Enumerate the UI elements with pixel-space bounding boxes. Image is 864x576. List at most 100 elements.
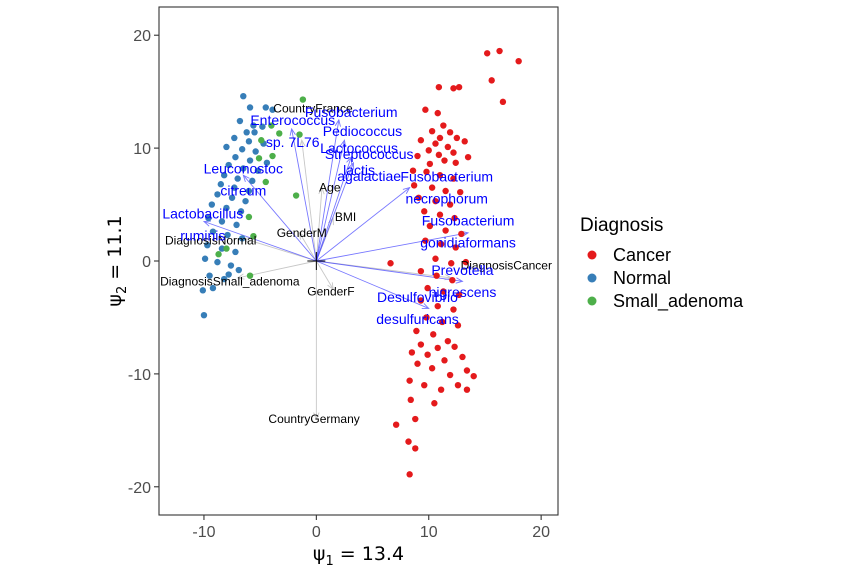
data-point-normal — [217, 181, 225, 188]
taxa-label-line: Leuconostoc — [204, 160, 283, 176]
data-point-normal — [246, 157, 254, 164]
data-point-normal — [223, 204, 230, 212]
data-point-normal — [206, 272, 213, 279]
y-tick-label: 0 — [142, 254, 151, 271]
y-tick-label: -20 — [128, 480, 151, 497]
data-point-normal — [232, 153, 239, 161]
taxa-arrow — [315, 156, 353, 262]
data-point-cancer — [412, 445, 419, 452]
data-point-cancer — [455, 291, 463, 299]
variable-arrow-line — [243, 237, 317, 262]
data-point-normal — [242, 197, 249, 205]
data-point-cancer — [470, 372, 477, 380]
data-point-small_adenoma — [292, 192, 300, 199]
data-point-normal — [218, 218, 226, 225]
data-point-normal — [238, 146, 246, 153]
legend-key-cancer — [587, 250, 597, 260]
data-point-cancer — [446, 371, 454, 379]
series-normal — [199, 92, 276, 319]
taxa-arrow-line — [316, 232, 469, 262]
taxa-arrow — [289, 127, 317, 262]
data-point-cancer — [422, 237, 429, 244]
sample-points — [199, 47, 522, 478]
data-point-cancer — [451, 214, 458, 222]
y-tick-label: 20 — [133, 28, 151, 45]
data-point-normal — [252, 148, 259, 155]
data-point-normal — [218, 245, 226, 252]
taxa-label-line: sp. 7L76 — [266, 134, 320, 150]
data-point-cancer — [436, 211, 444, 218]
taxa-arrow — [316, 260, 430, 309]
data-point-cancer — [405, 438, 412, 445]
data-point-cancer — [440, 122, 447, 129]
data-point-cancer — [446, 129, 454, 136]
data-point-cancer — [453, 134, 461, 142]
data-point-cancer — [455, 83, 463, 91]
data-point-cancer — [451, 343, 458, 350]
data-point-normal — [200, 311, 208, 319]
variable-arrow — [313, 261, 320, 421]
data-point-cancer — [414, 360, 421, 367]
data-point-normal — [214, 258, 221, 266]
series-cancer — [387, 47, 522, 478]
x-axis: -10 0 10 20 — [192, 515, 550, 541]
taxa-arrow-head — [339, 139, 347, 148]
data-point-cancer — [450, 85, 457, 92]
taxa-label-line: necrophorum — [405, 190, 488, 206]
taxa-arrow — [315, 161, 355, 262]
taxa-label-line: Prevotella — [431, 262, 493, 278]
variable-label: Age — [319, 181, 341, 195]
data-point-normal — [243, 129, 250, 136]
taxa-arrow-head — [421, 303, 430, 309]
taxa-arrow-line — [203, 221, 317, 262]
taxa-label-line: Lactococcus — [320, 140, 398, 156]
taxa-arrow-head — [402, 186, 411, 194]
data-point-normal — [223, 143, 230, 151]
variable-arrow-line — [315, 260, 334, 290]
data-point-normal — [240, 92, 247, 100]
legend-label-small_adenoma: Small_adenoma — [613, 291, 744, 312]
x-tick-label: 20 — [532, 524, 550, 541]
data-point-cancer — [415, 194, 422, 201]
data-point-cancer — [434, 109, 441, 117]
data-point-cancer — [461, 138, 468, 145]
taxa-label-line: lactis — [343, 162, 375, 178]
data-point-cancer — [444, 337, 452, 345]
data-point-normal — [237, 208, 245, 215]
taxa-arrow — [315, 139, 347, 262]
variable-arrow-head — [299, 139, 306, 148]
data-point-cancer — [437, 240, 445, 248]
data-point-normal — [220, 275, 228, 283]
data-point-cancer — [428, 365, 436, 372]
data-point-cancer — [442, 227, 449, 234]
data-point-cancer — [409, 167, 417, 174]
variable-label: GenderM — [277, 226, 327, 240]
legend: Diagnosis Cancer Normal Small_adenoma — [580, 215, 744, 312]
data-point-cancer — [452, 159, 459, 166]
variable-arrow-line — [301, 140, 317, 262]
data-point-normal — [233, 221, 240, 229]
data-point-cancer — [452, 244, 459, 251]
data-point-cancer — [406, 471, 413, 478]
data-point-cancer — [448, 260, 455, 267]
taxa-label-line: Pediococcus — [323, 123, 402, 139]
taxa-arrow — [316, 186, 411, 262]
taxa-label-line: citreum — [220, 182, 266, 198]
data-point-cancer — [432, 255, 439, 262]
data-point-small_adenoma — [262, 178, 269, 186]
variable-label: BMI — [335, 210, 356, 224]
taxa-label-line: Streptococcus — [325, 146, 414, 162]
data-point-cancer — [431, 400, 438, 407]
variable-arrow — [315, 186, 325, 262]
taxa-label-line: Fusobacterium — [422, 212, 515, 228]
data-point-cancer — [428, 184, 436, 191]
taxa-label-line: Fusobacterium — [305, 104, 398, 120]
data-point-cancer — [421, 381, 428, 389]
data-point-cancer — [426, 160, 434, 168]
data-point-cancer — [432, 140, 439, 147]
taxa-label: Fusobacterium — [305, 104, 398, 120]
data-point-cancer — [412, 415, 419, 423]
data-point-normal — [234, 175, 241, 182]
taxa-label-line: Desulfovibrio — [377, 289, 458, 305]
plot-panel-border — [158, 6, 559, 516]
